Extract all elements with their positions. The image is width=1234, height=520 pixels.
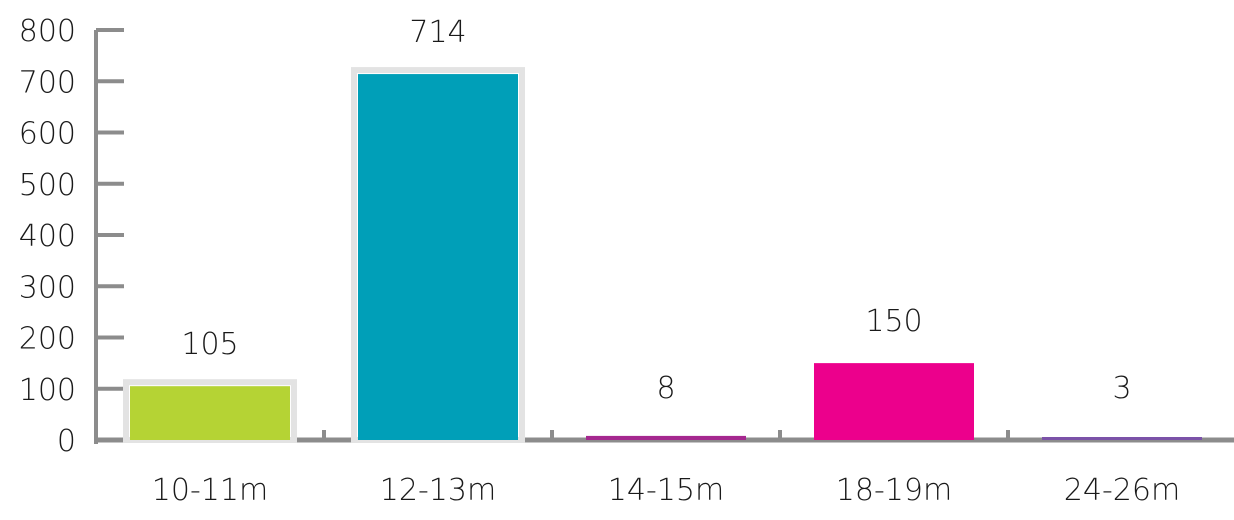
y-tick-label: 500	[19, 168, 76, 203]
value-label: 8	[656, 371, 675, 406]
y-tick-label: 600	[19, 117, 76, 152]
y-tick-label: 400	[19, 219, 76, 254]
bar	[1042, 437, 1202, 440]
x-tick-label: 10-11m	[152, 473, 268, 508]
bar	[130, 386, 290, 440]
y-tick-label: 300	[19, 270, 76, 305]
labels: 105 10-11m 714 12-13m 8 14-15m 150 18-19m 3 24-26…	[152, 15, 1180, 508]
value-label: 150	[865, 304, 922, 339]
y-tick-label: 800	[19, 14, 76, 49]
y-tick-label: 100	[19, 373, 76, 408]
x-tick-label: 14-15m	[608, 473, 724, 508]
bar	[586, 435, 746, 440]
value-label: 3	[1112, 371, 1131, 406]
x-tick-label: 24-26m	[1064, 473, 1180, 508]
bars	[123, 67, 1202, 443]
y-tick-label: 0	[57, 424, 76, 459]
y-tick-label: 700	[19, 65, 76, 100]
bar	[814, 363, 974, 440]
value-label: 714	[409, 15, 466, 50]
x-tick-label: 12-13m	[380, 473, 496, 508]
bar	[358, 74, 518, 440]
x-tick-label: 18-19m	[836, 473, 952, 508]
value-label: 105	[181, 327, 238, 362]
y-tick-label: 200	[19, 322, 76, 357]
